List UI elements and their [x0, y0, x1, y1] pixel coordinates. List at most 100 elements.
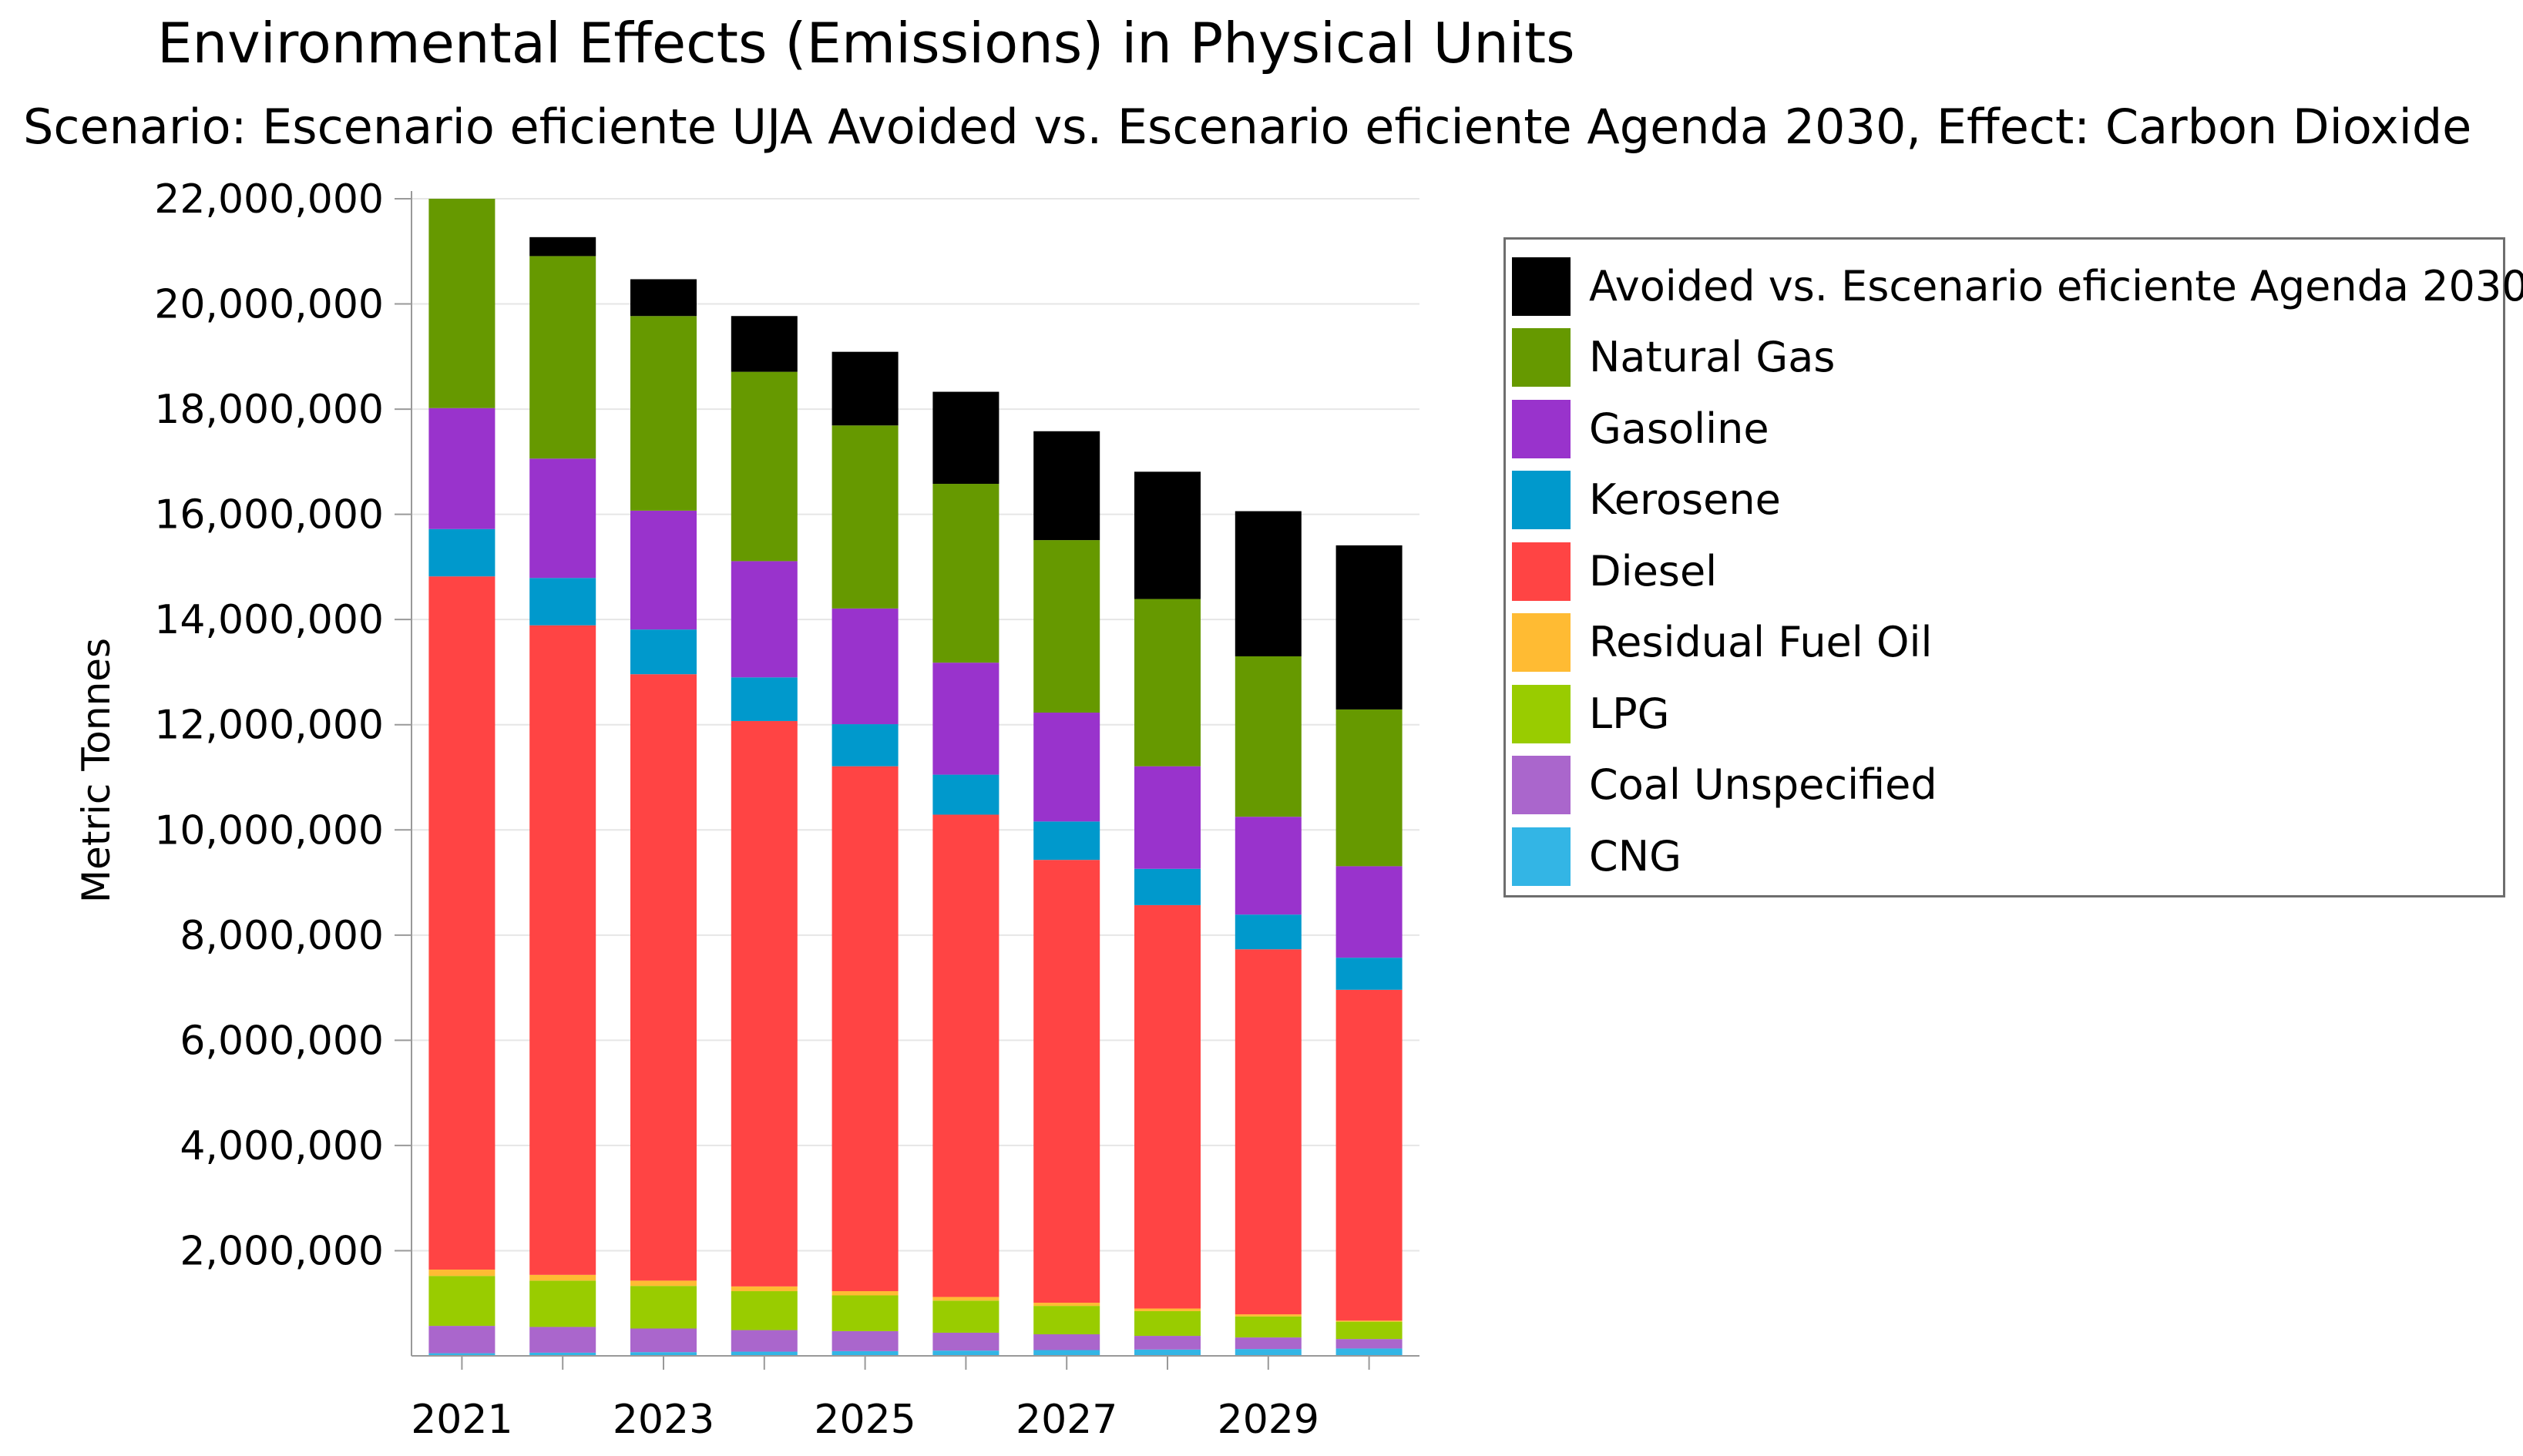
bar-segment	[731, 720, 798, 1287]
x-tick-labels: 2021 2023 2025 2027 2029	[411, 1397, 1319, 1443]
y-tick-label: 10,000,000	[154, 807, 384, 854]
bar-segment	[529, 458, 596, 579]
bar-segment	[1335, 545, 1403, 710]
bar-segment	[1134, 904, 1201, 1309]
bar-segment	[630, 510, 697, 630]
bar-segment	[731, 677, 798, 721]
legend-item: CNG	[1512, 824, 1681, 889]
bar-segment	[831, 608, 899, 725]
bar-segment	[1033, 1334, 1100, 1350]
legend-item: Diesel	[1512, 538, 1717, 604]
bar-segment	[1134, 471, 1201, 599]
y-tick-label: 12,000,000	[154, 703, 384, 749]
x-tick-label: 2023	[613, 1397, 714, 1443]
y-tick-label: 8,000,000	[180, 913, 384, 959]
chart-subtitle: Scenario: Escenario eficiente UJA Avoide…	[23, 99, 2472, 155]
bar-segment	[831, 1295, 899, 1331]
bar-segment	[731, 371, 798, 562]
bar-segment	[630, 1352, 697, 1356]
legend-label: Residual Fuel Oil	[1589, 618, 1933, 666]
bar-segment	[428, 199, 496, 408]
bar-segment	[831, 1350, 899, 1356]
bar-segment	[1033, 540, 1100, 713]
y-tick-label: 20,000,000	[154, 282, 384, 328]
bar-segment	[1033, 713, 1100, 822]
bar-segment	[630, 1280, 697, 1287]
legend-item: Natural Gas	[1512, 324, 1835, 390]
legend-label: Coal Unspecified	[1589, 760, 1937, 809]
y-tick-labels: 2,000,000 4,000,000 6,000,000 8,000,000 10,0…	[154, 176, 384, 1274]
bar-segment	[932, 1332, 999, 1351]
legend-item: Kerosene	[1512, 467, 1781, 532]
bar-segment	[529, 237, 596, 257]
bar-segment	[932, 774, 999, 815]
x-tick-label: 2025	[814, 1397, 915, 1443]
bar-segment	[1134, 1310, 1201, 1337]
legend-label: Gasoline	[1589, 404, 1769, 453]
bar-segment	[1134, 766, 1201, 869]
bar-segment	[1235, 1349, 1302, 1356]
bar-segment	[428, 576, 496, 1270]
bar-segment	[1033, 1303, 1100, 1307]
bar-segment	[1335, 1348, 1403, 1356]
legend-swatch	[1512, 327, 1571, 387]
bar-segment	[831, 766, 899, 1292]
chart-title: Environmental Effects (Emissions) in Phy…	[157, 11, 1575, 75]
bar-segment	[1033, 1350, 1100, 1356]
legend-swatch	[1512, 612, 1571, 672]
bar-segment	[529, 256, 596, 459]
bar-segment	[428, 1326, 496, 1354]
bar-segment	[428, 408, 496, 529]
bar-segment	[831, 1330, 899, 1351]
bar-segment	[1335, 709, 1403, 867]
bar-segment	[1235, 1316, 1302, 1338]
legend-item: Coal Unspecified	[1512, 752, 1937, 817]
legend: Avoided vs. Escenario eficiente Agenda 2…	[1503, 237, 2523, 897]
legend-label: Diesel	[1589, 547, 1718, 595]
bar-segment	[1134, 868, 1201, 905]
bar-segment	[932, 1300, 999, 1333]
bar-segment	[428, 1353, 496, 1356]
bar-segment	[831, 351, 899, 426]
bar-segment	[529, 1352, 596, 1356]
bar-segment	[428, 1276, 496, 1327]
bar-stacks	[428, 199, 1403, 1356]
bar-segment	[1235, 817, 1302, 915]
legend-item: Residual Fuel Oil	[1512, 609, 1932, 675]
legend-swatch	[1512, 257, 1571, 316]
legend-label: LPG	[1589, 689, 1670, 738]
bar-segment	[630, 674, 697, 1281]
bar-segment	[428, 528, 496, 577]
legend-label: Kerosene	[1589, 475, 1781, 524]
bar-segment	[1335, 989, 1403, 1321]
bar-segment	[831, 425, 899, 609]
bar-segment	[731, 1330, 798, 1352]
bar-segment	[1033, 860, 1100, 1303]
legend-item: LPG	[1512, 681, 1670, 746]
bar-segment	[731, 1351, 798, 1356]
bar-segment	[932, 814, 999, 1297]
y-tick-label: 22,000,000	[154, 176, 384, 223]
legend-label: CNG	[1589, 832, 1681, 881]
bar-segment	[731, 316, 798, 372]
legend-swatch	[1512, 399, 1571, 458]
legend-swatch	[1512, 470, 1571, 529]
bar-segment	[529, 1274, 596, 1281]
bar-segment	[731, 1291, 798, 1330]
bar-segment	[529, 625, 596, 1275]
bar-segment	[1235, 511, 1302, 656]
bar-segment	[1335, 958, 1403, 990]
bar-segment	[529, 578, 596, 626]
bar-segment	[932, 1297, 999, 1301]
legend-item: Gasoline	[1512, 396, 1769, 461]
legend-label: Natural Gas	[1589, 333, 1836, 381]
legend-swatch	[1512, 755, 1571, 814]
bar-segment	[1235, 949, 1302, 1315]
legend-label: Avoided vs. Escenario eficiente Agenda 2…	[1589, 262, 2523, 310]
bar-segment	[630, 1286, 697, 1329]
bar-segment	[1335, 1321, 1403, 1340]
bar-segment	[1134, 1336, 1201, 1350]
y-tick-label: 14,000,000	[154, 597, 384, 643]
bar-segment	[932, 484, 999, 663]
bar-segment	[529, 1327, 596, 1353]
